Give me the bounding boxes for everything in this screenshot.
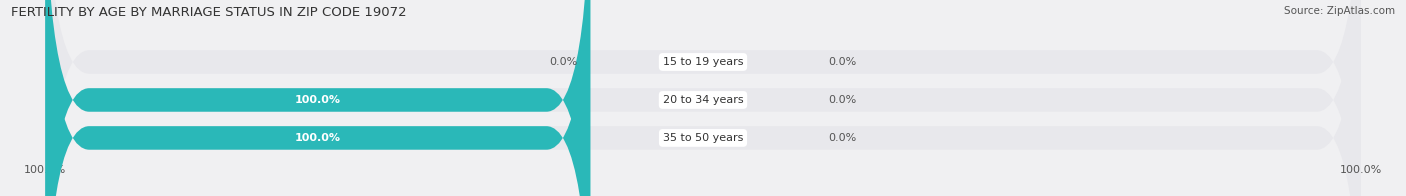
Text: 0.0%: 0.0% [828, 133, 856, 143]
Text: 35 to 50 years: 35 to 50 years [662, 133, 744, 143]
Text: FERTILITY BY AGE BY MARRIAGE STATUS IN ZIP CODE 19072: FERTILITY BY AGE BY MARRIAGE STATUS IN Z… [11, 6, 406, 19]
FancyBboxPatch shape [45, 0, 1361, 196]
Text: 15 to 19 years: 15 to 19 years [662, 57, 744, 67]
FancyBboxPatch shape [45, 0, 591, 196]
Text: 0.0%: 0.0% [828, 57, 856, 67]
FancyBboxPatch shape [45, 0, 1361, 196]
Text: 0.0%: 0.0% [828, 95, 856, 105]
Text: 100.0%: 100.0% [295, 133, 340, 143]
FancyBboxPatch shape [45, 0, 591, 196]
Text: 20 to 34 years: 20 to 34 years [662, 95, 744, 105]
Text: 0.0%: 0.0% [550, 57, 578, 67]
Text: 100.0%: 100.0% [295, 95, 340, 105]
Text: Source: ZipAtlas.com: Source: ZipAtlas.com [1284, 6, 1395, 16]
FancyBboxPatch shape [45, 0, 1361, 196]
